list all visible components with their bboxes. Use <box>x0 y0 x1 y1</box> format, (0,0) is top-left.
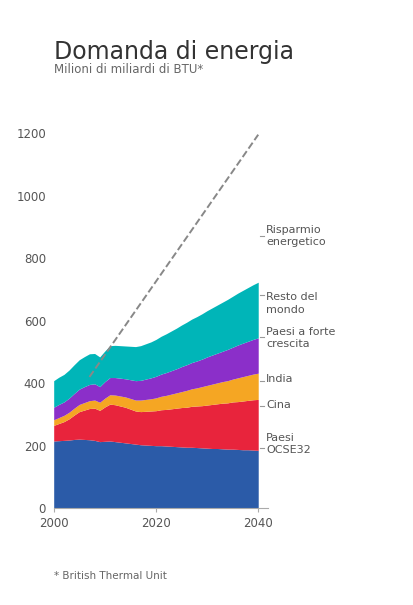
Text: Milioni di miliardi di BTU*: Milioni di miliardi di BTU* <box>54 63 203 76</box>
Text: Domanda di energia: Domanda di energia <box>54 39 294 64</box>
Text: * British Thermal Unit: * British Thermal Unit <box>54 571 166 581</box>
Text: India: India <box>266 374 293 384</box>
Text: Cina: Cina <box>266 400 291 410</box>
Text: Resto del
mondo: Resto del mondo <box>266 292 318 315</box>
Text: Paesi
OCSE32: Paesi OCSE32 <box>266 433 311 456</box>
Text: Risparmio
energetico: Risparmio energetico <box>266 225 325 247</box>
Text: Paesi a forte
crescita: Paesi a forte crescita <box>266 327 335 349</box>
